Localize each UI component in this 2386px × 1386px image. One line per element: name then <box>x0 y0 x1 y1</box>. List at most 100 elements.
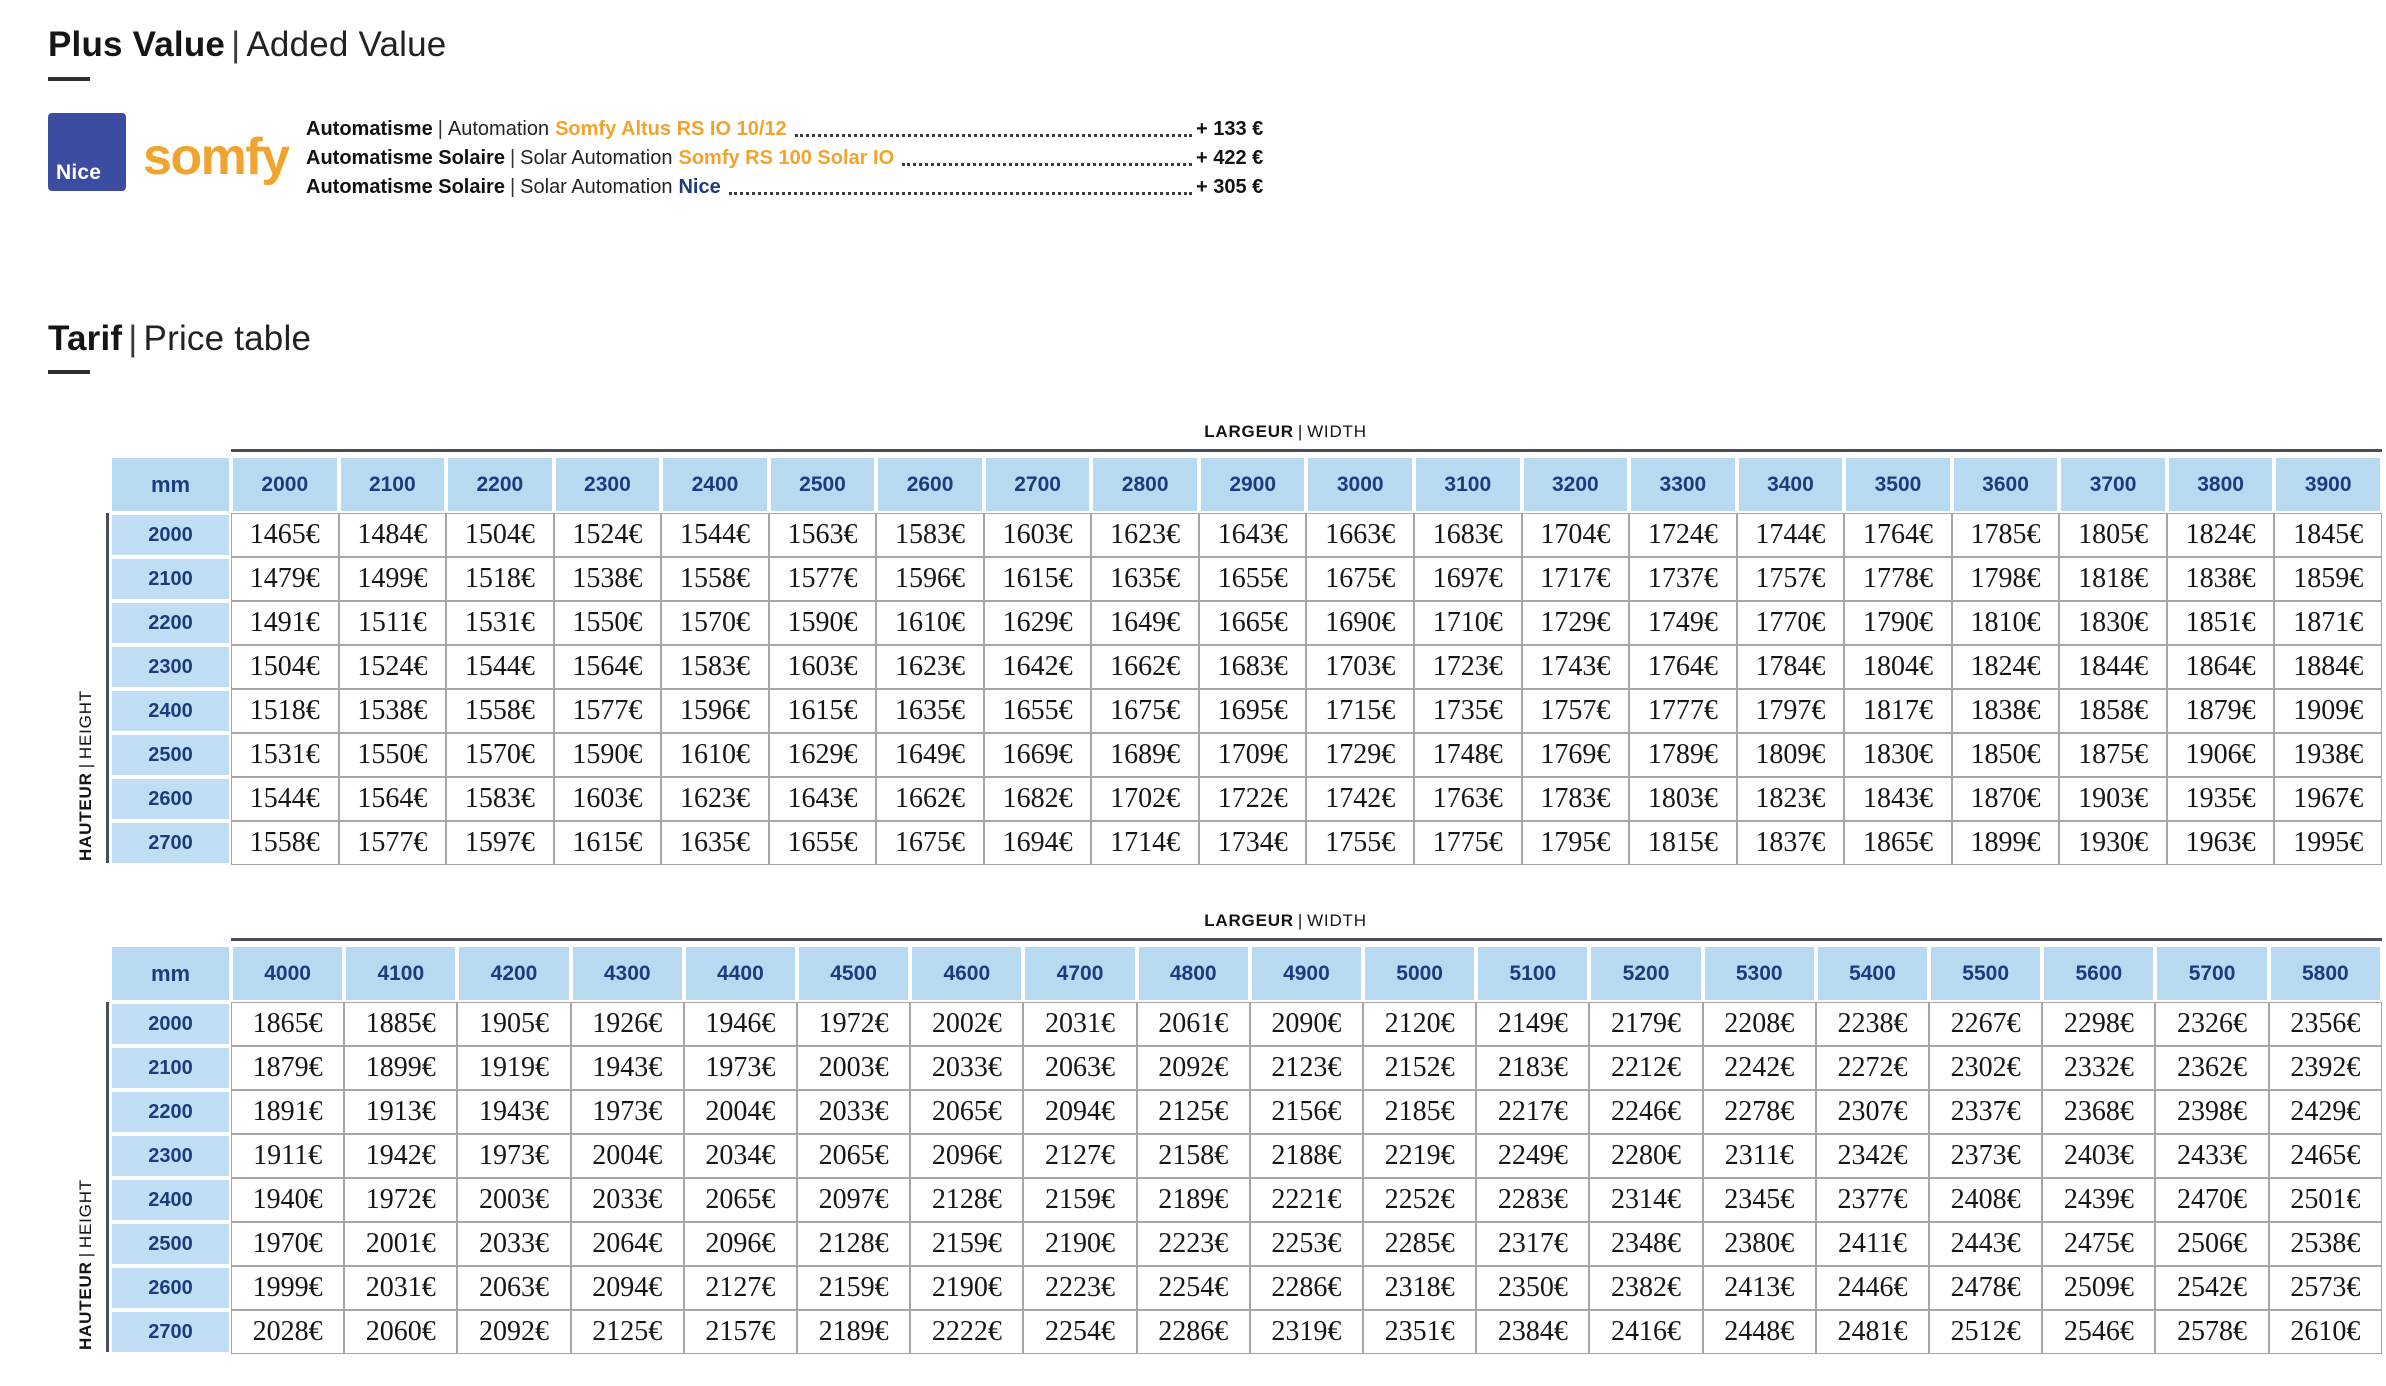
price-cell: 1643€ <box>768 777 877 821</box>
width-header-cell: 4200 <box>457 945 571 1002</box>
price-cell: 1899€ <box>1951 821 2060 865</box>
price-cell: 1748€ <box>1414 733 1522 777</box>
price-cell: 2538€ <box>2268 1222 2382 1266</box>
price-cell: 1843€ <box>1844 777 1952 821</box>
price-cell: 2065€ <box>910 1090 1024 1134</box>
price-cell: 1764€ <box>1844 513 1952 557</box>
width-header-cell: 5600 <box>2042 945 2156 1002</box>
price-cell: 1935€ <box>2166 777 2275 821</box>
price-row: 2000 1465€ 1484€ 1504€ 1524€ 1544€ 1563€ 1583€ 1… <box>110 513 2382 557</box>
price-cell: 1689€ <box>1091 733 1199 777</box>
price-cell: 1905€ <box>457 1002 571 1046</box>
width-label-fr: LARGEUR <box>1204 422 1294 441</box>
option-label-fr: Automatisme Solaire <box>306 146 505 169</box>
price-cell: 2280€ <box>1589 1134 1703 1178</box>
somfy-logo-text: somfy <box>143 127 290 186</box>
price-cell: 1649€ <box>1091 601 1199 645</box>
price-cell: 1558€ <box>446 689 554 733</box>
price-row: 2700 2028€ 2060€ 2092€ 2125€ 2157€ 2189€ 2222€ 2… <box>110 1310 2382 1354</box>
price-row: 2400 1940€ 1972€ 2003€ 2033€ 2065€ 2097€ 2128€ 2… <box>110 1178 2382 1222</box>
price-cell: 2348€ <box>1589 1222 1703 1266</box>
price-cell: 1583€ <box>876 513 984 557</box>
price-cell: 2189€ <box>797 1310 911 1354</box>
width-label-fr: LARGEUR <box>1204 911 1294 930</box>
price-cell: 1704€ <box>1521 513 1630 557</box>
price-cell: 1564€ <box>553 645 662 689</box>
height-label-fr: HAUTEUR <box>76 1261 95 1350</box>
price-cell: 2127€ <box>683 1266 798 1310</box>
price-cell: 2031€ <box>344 1266 458 1310</box>
price-cell: 1504€ <box>231 645 339 689</box>
price-cell: 2125€ <box>570 1310 684 1354</box>
price-cell: 1603€ <box>983 513 1092 557</box>
price-cell: 1946€ <box>683 1002 798 1046</box>
price-cell: 1770€ <box>1736 601 1845 645</box>
price-cell: 2446€ <box>1815 1266 1930 1310</box>
unit-header-cell: mm <box>110 945 231 1002</box>
price-cell: 2242€ <box>1702 1046 1816 1090</box>
price-cell: 1649€ <box>876 733 984 777</box>
price-cell: 2219€ <box>1363 1134 1477 1178</box>
width-header-cell: 4800 <box>1136 945 1250 1002</box>
price-cell: 1973€ <box>683 1046 798 1090</box>
height-header-cell: 2300 <box>110 645 231 689</box>
price-cell: 1967€ <box>2274 777 2382 821</box>
price-cell: 2350€ <box>1476 1266 1590 1310</box>
height-header-cell: 2700 <box>110 821 231 865</box>
price-cell: 1815€ <box>1629 821 1737 865</box>
width-header-cell: 5500 <box>1929 945 2043 1002</box>
height-header-cell: 2200 <box>110 601 231 645</box>
plus-value-title-main: Plus Value <box>48 25 226 64</box>
width-header-cell: 2600 <box>876 456 984 513</box>
dotted-leader <box>902 162 1192 166</box>
width-header-cell: 4600 <box>910 945 1024 1002</box>
price-row: 2000 1865€ 1885€ 1905€ 1926€ 1946€ 1972€ 2002€ 2… <box>110 1002 2382 1046</box>
dotted-leader <box>728 191 1192 195</box>
price-cell: 2311€ <box>1702 1134 1816 1178</box>
price-cell: 1757€ <box>1736 557 1845 601</box>
price-cell: 1570€ <box>446 733 554 777</box>
price-cell: 2509€ <box>2042 1266 2156 1310</box>
price-cell: 2152€ <box>1363 1046 1477 1090</box>
price-cell: 1491€ <box>231 601 339 645</box>
height-header-cell: 2000 <box>110 1002 231 1046</box>
price-table-4000-5800: mm 4000 4100 4200 4300 4400 4500 4600 4700 4800 49… <box>110 945 2382 1354</box>
price-cell: 1563€ <box>768 513 877 557</box>
price-cell: 1675€ <box>1091 689 1199 733</box>
price-cell: 1597€ <box>446 821 554 865</box>
price-cell: 2033€ <box>797 1090 911 1134</box>
price-cell: 2380€ <box>1702 1222 1816 1266</box>
table-wrap: HAUTEUR|HEIGHT mm 2000 2100 2200 2300 2400 250… <box>76 449 2382 865</box>
nice-logo-text: Nice <box>56 160 102 184</box>
price-cell: 1703€ <box>1306 645 1415 689</box>
height-header-cell: 2400 <box>110 689 231 733</box>
price-cell: 1757€ <box>1521 689 1630 733</box>
price-cell: 1603€ <box>768 645 877 689</box>
price-cell: 2033€ <box>570 1178 684 1222</box>
price-row: 2600 1544€ 1564€ 1583€ 1603€ 1623€ 1643€ 1662€ 1… <box>110 777 2382 821</box>
price-table-section: Tarif | Price table LARGEUR | WIDTH HAUTEUR|… <box>48 319 2382 1354</box>
price-cell: 1777€ <box>1629 689 1737 733</box>
price-cell: 1926€ <box>570 1002 684 1046</box>
price-cell: 1844€ <box>2059 645 2167 689</box>
height-axis-label: HAUTEUR | HEIGHT <box>76 690 96 861</box>
price-cell: 2272€ <box>1815 1046 1930 1090</box>
width-header-cell: 2800 <box>1091 456 1199 513</box>
price-cell: 1511€ <box>338 601 447 645</box>
price-cell: 1465€ <box>231 513 339 557</box>
price-cell: 1972€ <box>797 1002 911 1046</box>
price-cell: 2413€ <box>1702 1266 1816 1310</box>
width-header-cell: 4300 <box>570 945 684 1002</box>
price-cell: 2159€ <box>910 1222 1024 1266</box>
price-cell: 1803€ <box>1629 777 1737 821</box>
label-separator: | <box>1297 911 1304 930</box>
price-cell: 2403€ <box>2042 1134 2156 1178</box>
price-cell: 1789€ <box>1629 733 1737 777</box>
width-axis-label: LARGEUR | WIDTH <box>231 911 2340 931</box>
width-header-cell: 5200 <box>1589 945 1703 1002</box>
price-cell: 2094€ <box>570 1266 684 1310</box>
label-separator: | <box>509 146 516 169</box>
option-product: Somfy RS 100 Solar IO <box>678 146 895 169</box>
price-cell: 2481€ <box>1815 1310 1930 1354</box>
option-product: Nice <box>678 175 721 198</box>
